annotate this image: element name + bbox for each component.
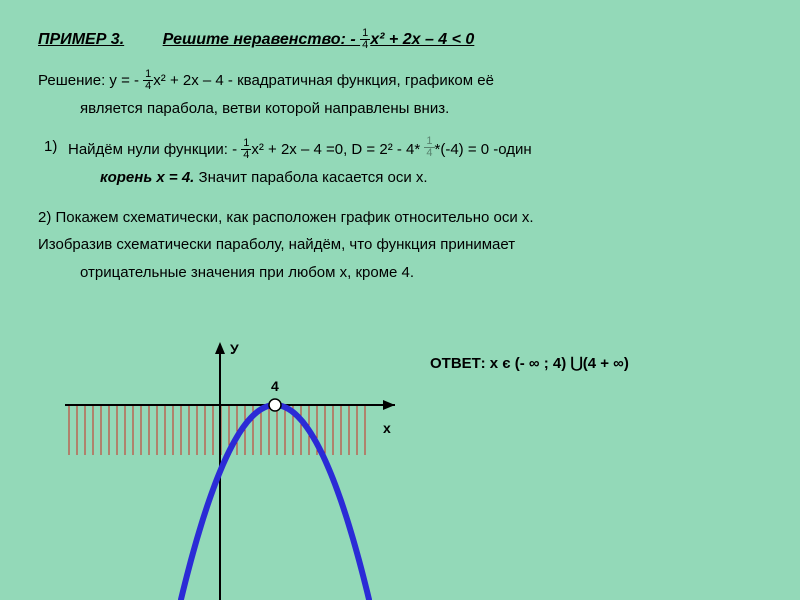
sol-prefix: Решение: y = - <box>38 72 143 89</box>
task-prefix: Решите неравенство: - <box>163 31 361 48</box>
step1-prefix: Найдём нули функции: - <box>38 141 241 158</box>
step1-after1: x² + 2x – 4 =0, D = 2² - 4* <box>251 141 424 158</box>
graph-svg: Ух 4 <box>60 340 400 600</box>
step1-line1: 1) Найдём нули функции: - 14x² + 2x – 4 … <box>38 136 762 161</box>
step1-after2: *(-4) = 0 -один <box>435 141 532 158</box>
step2-line3: отрицательные значения при любом x, кром… <box>38 262 762 284</box>
example-label: ПРИМЕР 3. <box>38 31 124 48</box>
svg-text:У: У <box>230 341 239 357</box>
fraction-icon: 14 <box>424 136 434 159</box>
solution-line1: Решение: y = - 14x² + 2x – 4 - квадратич… <box>38 69 762 92</box>
step2-line1: 2) Покажем схематически, как расположен … <box>38 207 762 229</box>
task-suffix: x² + 2x – 4 < 0 <box>370 31 474 48</box>
slide: ПРИМЕР 3. Решите неравенство: - 14x² + 2… <box>0 0 800 600</box>
step2-line2: Изобразив схематически параболу, найдём,… <box>38 234 762 256</box>
title-row: ПРИМЕР 3. Решите неравенство: - 14x² + 2… <box>38 28 762 51</box>
svg-text:4: 4 <box>271 378 279 394</box>
answer-text: ОТВЕТ: x є (- ∞ ; 4) ⋃(4 + ∞) <box>430 354 629 372</box>
svg-text:х: х <box>383 420 391 436</box>
task-text: Решите неравенство: - 14x² + 2x – 4 < 0 <box>163 31 475 48</box>
graph: Ух 4 <box>60 340 400 600</box>
solution-line2: является парабола, ветви которой направл… <box>38 98 762 120</box>
fraction-icon: 14 <box>241 138 251 161</box>
body-text: Решение: y = - 14x² + 2x – 4 - квадратич… <box>38 69 762 284</box>
sol-suffix: x² + 2x – 4 - квадратичная функция, граф… <box>153 72 494 89</box>
step1-number: 1) <box>44 136 57 158</box>
step1-tangent: Значит парабола касается оси х. <box>199 169 428 186</box>
fraction-icon: 14 <box>360 28 370 51</box>
step1-root: корень x = 4. <box>100 169 199 186</box>
fraction-icon: 14 <box>143 69 153 92</box>
step1-line2: корень x = 4. Значит парабола касается о… <box>38 167 762 189</box>
